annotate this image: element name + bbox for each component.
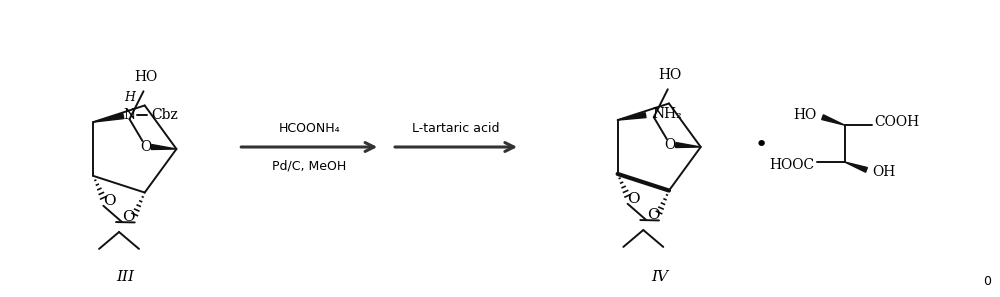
- Text: L-tartaric acid: L-tartaric acid: [412, 122, 500, 135]
- Text: Cbz: Cbz: [151, 108, 178, 122]
- Text: HO: HO: [793, 108, 817, 122]
- Text: OH: OH: [872, 165, 896, 179]
- Text: HOOC: HOOC: [769, 158, 815, 172]
- Text: Pd/C, MeOH: Pd/C, MeOH: [272, 160, 346, 173]
- Text: IV: IV: [651, 270, 668, 284]
- Polygon shape: [845, 162, 867, 172]
- Text: •: •: [755, 135, 768, 155]
- Text: 0: 0: [983, 275, 991, 288]
- Polygon shape: [822, 115, 845, 125]
- Text: O: O: [647, 208, 659, 222]
- Text: NH₂: NH₂: [653, 107, 682, 121]
- Text: COOH: COOH: [874, 115, 920, 129]
- Text: O: O: [122, 211, 135, 225]
- Polygon shape: [676, 143, 701, 148]
- Text: HCOONH₄: HCOONH₄: [278, 122, 340, 135]
- Text: HO: HO: [134, 70, 157, 84]
- Polygon shape: [618, 113, 646, 120]
- Polygon shape: [93, 114, 124, 122]
- Text: O: O: [140, 140, 151, 154]
- Text: H: H: [124, 91, 135, 104]
- Text: III: III: [117, 270, 135, 284]
- Text: HO: HO: [658, 68, 681, 82]
- Text: O: O: [103, 194, 116, 208]
- Text: O: O: [627, 192, 640, 206]
- Text: N: N: [123, 108, 135, 122]
- Polygon shape: [151, 145, 176, 149]
- Text: O: O: [664, 138, 675, 152]
